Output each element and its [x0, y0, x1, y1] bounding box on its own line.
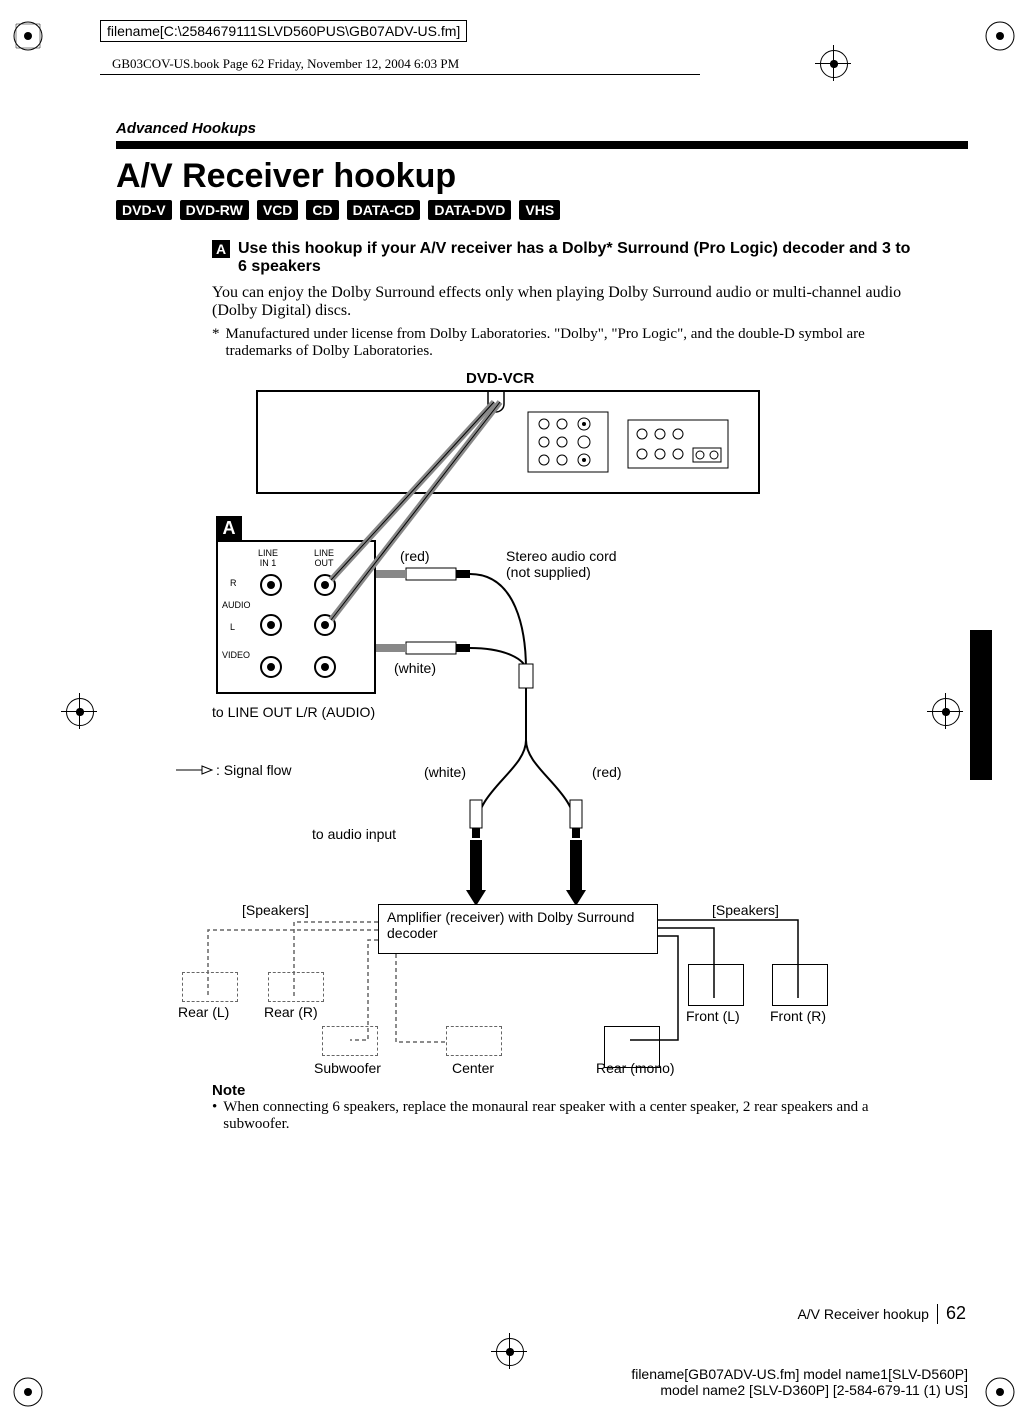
white-label-1: (white) — [394, 660, 436, 676]
badge: DVD-V — [116, 200, 172, 220]
reg-mark-br — [984, 1376, 1016, 1408]
to-line-out-label: to LINE OUT L/R (AUDIO) — [212, 704, 375, 720]
page-header: GB03COV-US.book Page 62 Friday, November… — [112, 56, 459, 72]
body-block: A Use this hookup if your A/V receiver h… — [212, 240, 922, 360]
badge: DVD-RW — [180, 200, 249, 220]
front-l-speaker — [688, 964, 744, 1006]
note-heading: Note — [212, 1082, 932, 1099]
footer-page: 62 — [946, 1303, 966, 1324]
format-badges: DVD-V DVD-RW VCD CD DATA-CD DATA-DVD VHS — [116, 200, 956, 220]
subwoofer-speaker — [322, 1026, 378, 1056]
rear-r-speaker — [268, 972, 324, 1002]
sub-heading: A Use this hookup if your A/V receiver h… — [212, 240, 922, 276]
section-bar — [116, 141, 968, 149]
rear-l-speaker — [182, 972, 238, 1002]
paragraph: You can enjoy the Dolby Surround effects… — [212, 284, 922, 320]
stereo-cord-label: Stereo audio cord (not supplied) — [506, 548, 617, 580]
note-block: Note • When connecting 6 speakers, repla… — [212, 1082, 932, 1133]
filename-box: filename[C:\2584679111SLVD560PUS\GB07ADV… — [100, 20, 467, 42]
hookup-diagram: DVD-VCR A LINE IN 1 LINE OUT R — [156, 370, 916, 1070]
subwoofer-label: Subwoofer — [314, 1060, 381, 1076]
center-speaker — [446, 1026, 502, 1056]
amplifier-box: Amplifier (receiver) with Dolby Surround… — [378, 904, 658, 954]
content-area: Advanced Hookups A/V Receiver hookup DVD… — [116, 120, 956, 1133]
page-title: A/V Receiver hookup — [116, 157, 956, 196]
letter-box: A — [212, 240, 230, 258]
reg-mark-tr — [984, 20, 1016, 52]
reg-mark-tl — [12, 20, 44, 52]
front-r-label: Front (R) — [770, 1008, 826, 1024]
rear-mono-label: Rear (mono) — [596, 1060, 675, 1076]
red-label-1: (red) — [400, 548, 430, 564]
red-label-2: (red) — [592, 764, 622, 780]
speakers-right-label: [Speakers] — [712, 902, 779, 918]
footnote: * Manufactured under license from Dolby … — [212, 326, 922, 360]
bottom-meta-2: model name2 [SLV-D360P] [2-584-679-11 (1… — [631, 1382, 968, 1398]
speakers-left-label: [Speakers] — [242, 902, 309, 918]
front-l-label: Front (L) — [686, 1008, 740, 1024]
rear-r-label: Rear (R) — [264, 1004, 318, 1020]
note-bullet: • — [212, 1099, 217, 1133]
badge: VHS — [519, 200, 560, 220]
badge: VCD — [257, 200, 299, 220]
page-header-line — [100, 74, 700, 75]
footer-label: A/V Receiver hookup — [797, 1306, 929, 1322]
reg-mark-top — [820, 50, 850, 80]
signal-flow-label: : Signal flow — [216, 762, 291, 778]
white-label-2: (white) — [424, 764, 466, 780]
sub-heading-text: Use this hookup if your A/V receiver has… — [238, 240, 922, 276]
rear-l-label: Rear (L) — [178, 1004, 229, 1020]
reg-mark-bl — [12, 1376, 44, 1408]
reg-mark-left — [66, 698, 96, 728]
footer-divider — [937, 1304, 938, 1324]
bottom-meta: filename[GB07ADV-US.fm] model name1[SLV-… — [631, 1366, 968, 1398]
footnote-text: Manufactured under license from Dolby La… — [226, 326, 923, 360]
badge: DATA-CD — [347, 200, 421, 220]
badge: DATA-DVD — [428, 200, 511, 220]
reg-mark-bottom — [496, 1338, 526, 1368]
badge: CD — [306, 200, 338, 220]
side-tab-text: Advanced Hookups — [971, 640, 986, 761]
center-label: Center — [452, 1060, 494, 1076]
to-audio-input-label: to audio input — [312, 826, 396, 842]
footer: A/V Receiver hookup 62 — [797, 1303, 966, 1324]
front-r-speaker — [772, 964, 828, 1006]
note-text: When connecting 6 speakers, replace the … — [223, 1099, 932, 1133]
bottom-meta-1: filename[GB07ADV-US.fm] model name1[SLV-… — [631, 1366, 968, 1382]
footnote-mark: * — [212, 326, 220, 360]
section-label: Advanced Hookups — [116, 120, 956, 137]
